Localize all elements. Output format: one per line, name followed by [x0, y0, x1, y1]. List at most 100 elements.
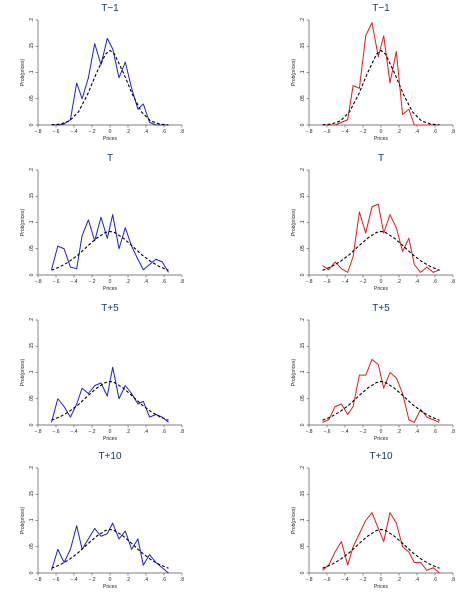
- y-tick-label: .05: [29, 543, 35, 550]
- x-tick-label: .6: [162, 129, 166, 135]
- normal-fit-line: [322, 49, 440, 126]
- y-tick-label: .2: [29, 18, 35, 22]
- x-tick-label: .2: [126, 129, 130, 135]
- x-tick-label: −.4: [341, 577, 348, 583]
- panel-title: T+10: [98, 451, 122, 462]
- x-tick-label: .8: [451, 577, 455, 583]
- y-tick-label: .1: [300, 370, 306, 374]
- y-axis-title: Prob(prices): [291, 507, 297, 535]
- y-tick-label: .2: [29, 466, 35, 470]
- x-tick-label: −.6: [323, 129, 330, 135]
- empirical-line: [322, 203, 440, 273]
- empirical-line: [51, 214, 169, 273]
- y-tick-label: .2: [300, 318, 306, 322]
- y-tick-label: 0: [300, 571, 306, 574]
- normal-fit-line: [322, 528, 440, 569]
- y-tick-label: .15: [29, 491, 35, 498]
- y-tick-label: .05: [300, 245, 306, 252]
- x-tick-label: .2: [126, 279, 130, 285]
- y-axis-title: Prob(prices): [20, 507, 26, 535]
- y-tick-label: .1: [29, 220, 35, 224]
- x-tick-label: −.8: [34, 279, 41, 285]
- chart-panel-6: T+5 −.8 −.6 −.4 −.2 0 .2 .4 .6 .8 0 .05 .1 .15 .2 Price…: [291, 303, 455, 442]
- y-tick-label: .1: [29, 518, 35, 522]
- x-tick-label: .2: [126, 429, 130, 435]
- y-tick-label: .2: [300, 18, 306, 22]
- x-tick-label: .8: [180, 429, 184, 435]
- x-tick-label: 0: [109, 429, 112, 435]
- x-tick-label: −.4: [70, 429, 77, 435]
- x-tick-label: 0: [109, 279, 112, 285]
- x-tick-label: .4: [144, 577, 148, 583]
- x-tick-label: .6: [433, 279, 437, 285]
- x-tick-label: .4: [144, 429, 148, 435]
- x-tick-label: .8: [451, 129, 455, 135]
- panel-title: T−1: [101, 3, 119, 14]
- x-tick-label: .4: [415, 429, 419, 435]
- y-tick-label: .05: [300, 395, 306, 402]
- x-tick-label: −.2: [88, 577, 95, 583]
- x-tick-label: 0: [109, 577, 112, 583]
- x-tick-label: −.6: [52, 577, 59, 583]
- x-tick-label: .2: [397, 429, 401, 435]
- chart-panel-2: T−1 −.8 −.6 −.4 −.2 0 .2 .4 .6 .8 0 .05 .1 .15 .2 Price…: [291, 3, 455, 142]
- x-tick-label: −.4: [70, 129, 77, 135]
- x-tick-label: −.2: [359, 129, 366, 135]
- x-tick-label: −.2: [88, 429, 95, 435]
- y-tick-label: .05: [29, 95, 35, 102]
- x-tick-label: −.6: [323, 577, 330, 583]
- x-tick-label: .2: [397, 577, 401, 583]
- x-tick-label: −.8: [34, 129, 41, 135]
- x-axis-title: Prices: [374, 286, 388, 292]
- empirical-line: [322, 22, 440, 126]
- y-tick-label: .2: [300, 168, 306, 172]
- y-axis-title: Prob(prices): [20, 359, 26, 387]
- chart-panel-3: T −.8 −.6 −.4 −.2 0 .2 .4 .6 .8 0 .05 .1 .15 .2 Prices P…: [20, 153, 184, 292]
- x-tick-label: .4: [415, 279, 419, 285]
- x-tick-label: .2: [397, 279, 401, 285]
- x-tick-label: −.4: [70, 577, 77, 583]
- y-tick-label: .1: [29, 370, 35, 374]
- x-tick-label: 0: [380, 429, 383, 435]
- y-tick-label: 0: [300, 423, 306, 426]
- y-tick-label: .05: [29, 395, 35, 402]
- x-tick-label: .6: [433, 577, 437, 583]
- y-tick-label: .1: [300, 220, 306, 224]
- x-tick-label: .8: [451, 279, 455, 285]
- normal-fit-line: [322, 380, 440, 421]
- chart-panel-1: T−1 −.8 −.6 −.4 −.2 0 .2 .4 .6 .8 0 .05 .1 .15 .2 Price…: [20, 3, 184, 142]
- chart-panel-5: T+5 −.8 −.6 −.4 −.2 0 .2 .4 .6 .8 0 .05 .1 .15 .2 Price…: [20, 303, 184, 442]
- y-tick-label: 0: [29, 123, 35, 126]
- x-tick-label: −.2: [359, 279, 366, 285]
- y-tick-label: .15: [29, 43, 35, 50]
- y-tick-label: .2: [29, 168, 35, 172]
- y-axis-title: Prob(prices): [20, 59, 26, 87]
- x-tick-label: .2: [397, 129, 401, 135]
- x-tick-label: −.8: [305, 129, 312, 135]
- x-tick-label: −.6: [52, 129, 59, 135]
- panel-title: T: [378, 153, 384, 164]
- y-tick-label: .1: [300, 70, 306, 74]
- x-axis-title: Prices: [103, 136, 117, 142]
- normal-fit-line: [322, 230, 440, 271]
- x-tick-label: −.6: [52, 279, 59, 285]
- x-tick-label: −.4: [70, 279, 77, 285]
- empirical-line: [51, 37, 169, 126]
- y-tick-label: 0: [300, 273, 306, 276]
- y-tick-label: .2: [300, 466, 306, 470]
- x-tick-label: −.2: [359, 577, 366, 583]
- x-axis-title: Prices: [374, 136, 388, 142]
- x-axis-title: Prices: [103, 436, 117, 442]
- x-tick-label: .8: [180, 279, 184, 285]
- x-tick-label: −.8: [34, 429, 41, 435]
- y-tick-label: .1: [300, 518, 306, 522]
- chart-panel-8: T+10 −.8 −.6 −.4 −.2 0 .2 .4 .6 .8 0 .05 .1 .15 .2 Pric…: [291, 451, 455, 590]
- x-tick-label: .6: [433, 129, 437, 135]
- panel-title: T: [107, 153, 113, 164]
- empirical-line: [51, 522, 169, 574]
- panel-title: T+10: [369, 451, 393, 462]
- y-tick-label: .15: [29, 343, 35, 350]
- x-axis-title: Prices: [103, 286, 117, 292]
- x-tick-label: −.8: [305, 429, 312, 435]
